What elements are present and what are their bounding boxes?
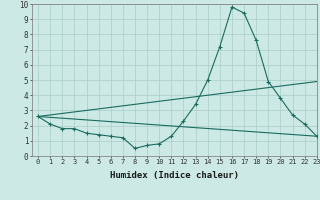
X-axis label: Humidex (Indice chaleur): Humidex (Indice chaleur) bbox=[110, 171, 239, 180]
